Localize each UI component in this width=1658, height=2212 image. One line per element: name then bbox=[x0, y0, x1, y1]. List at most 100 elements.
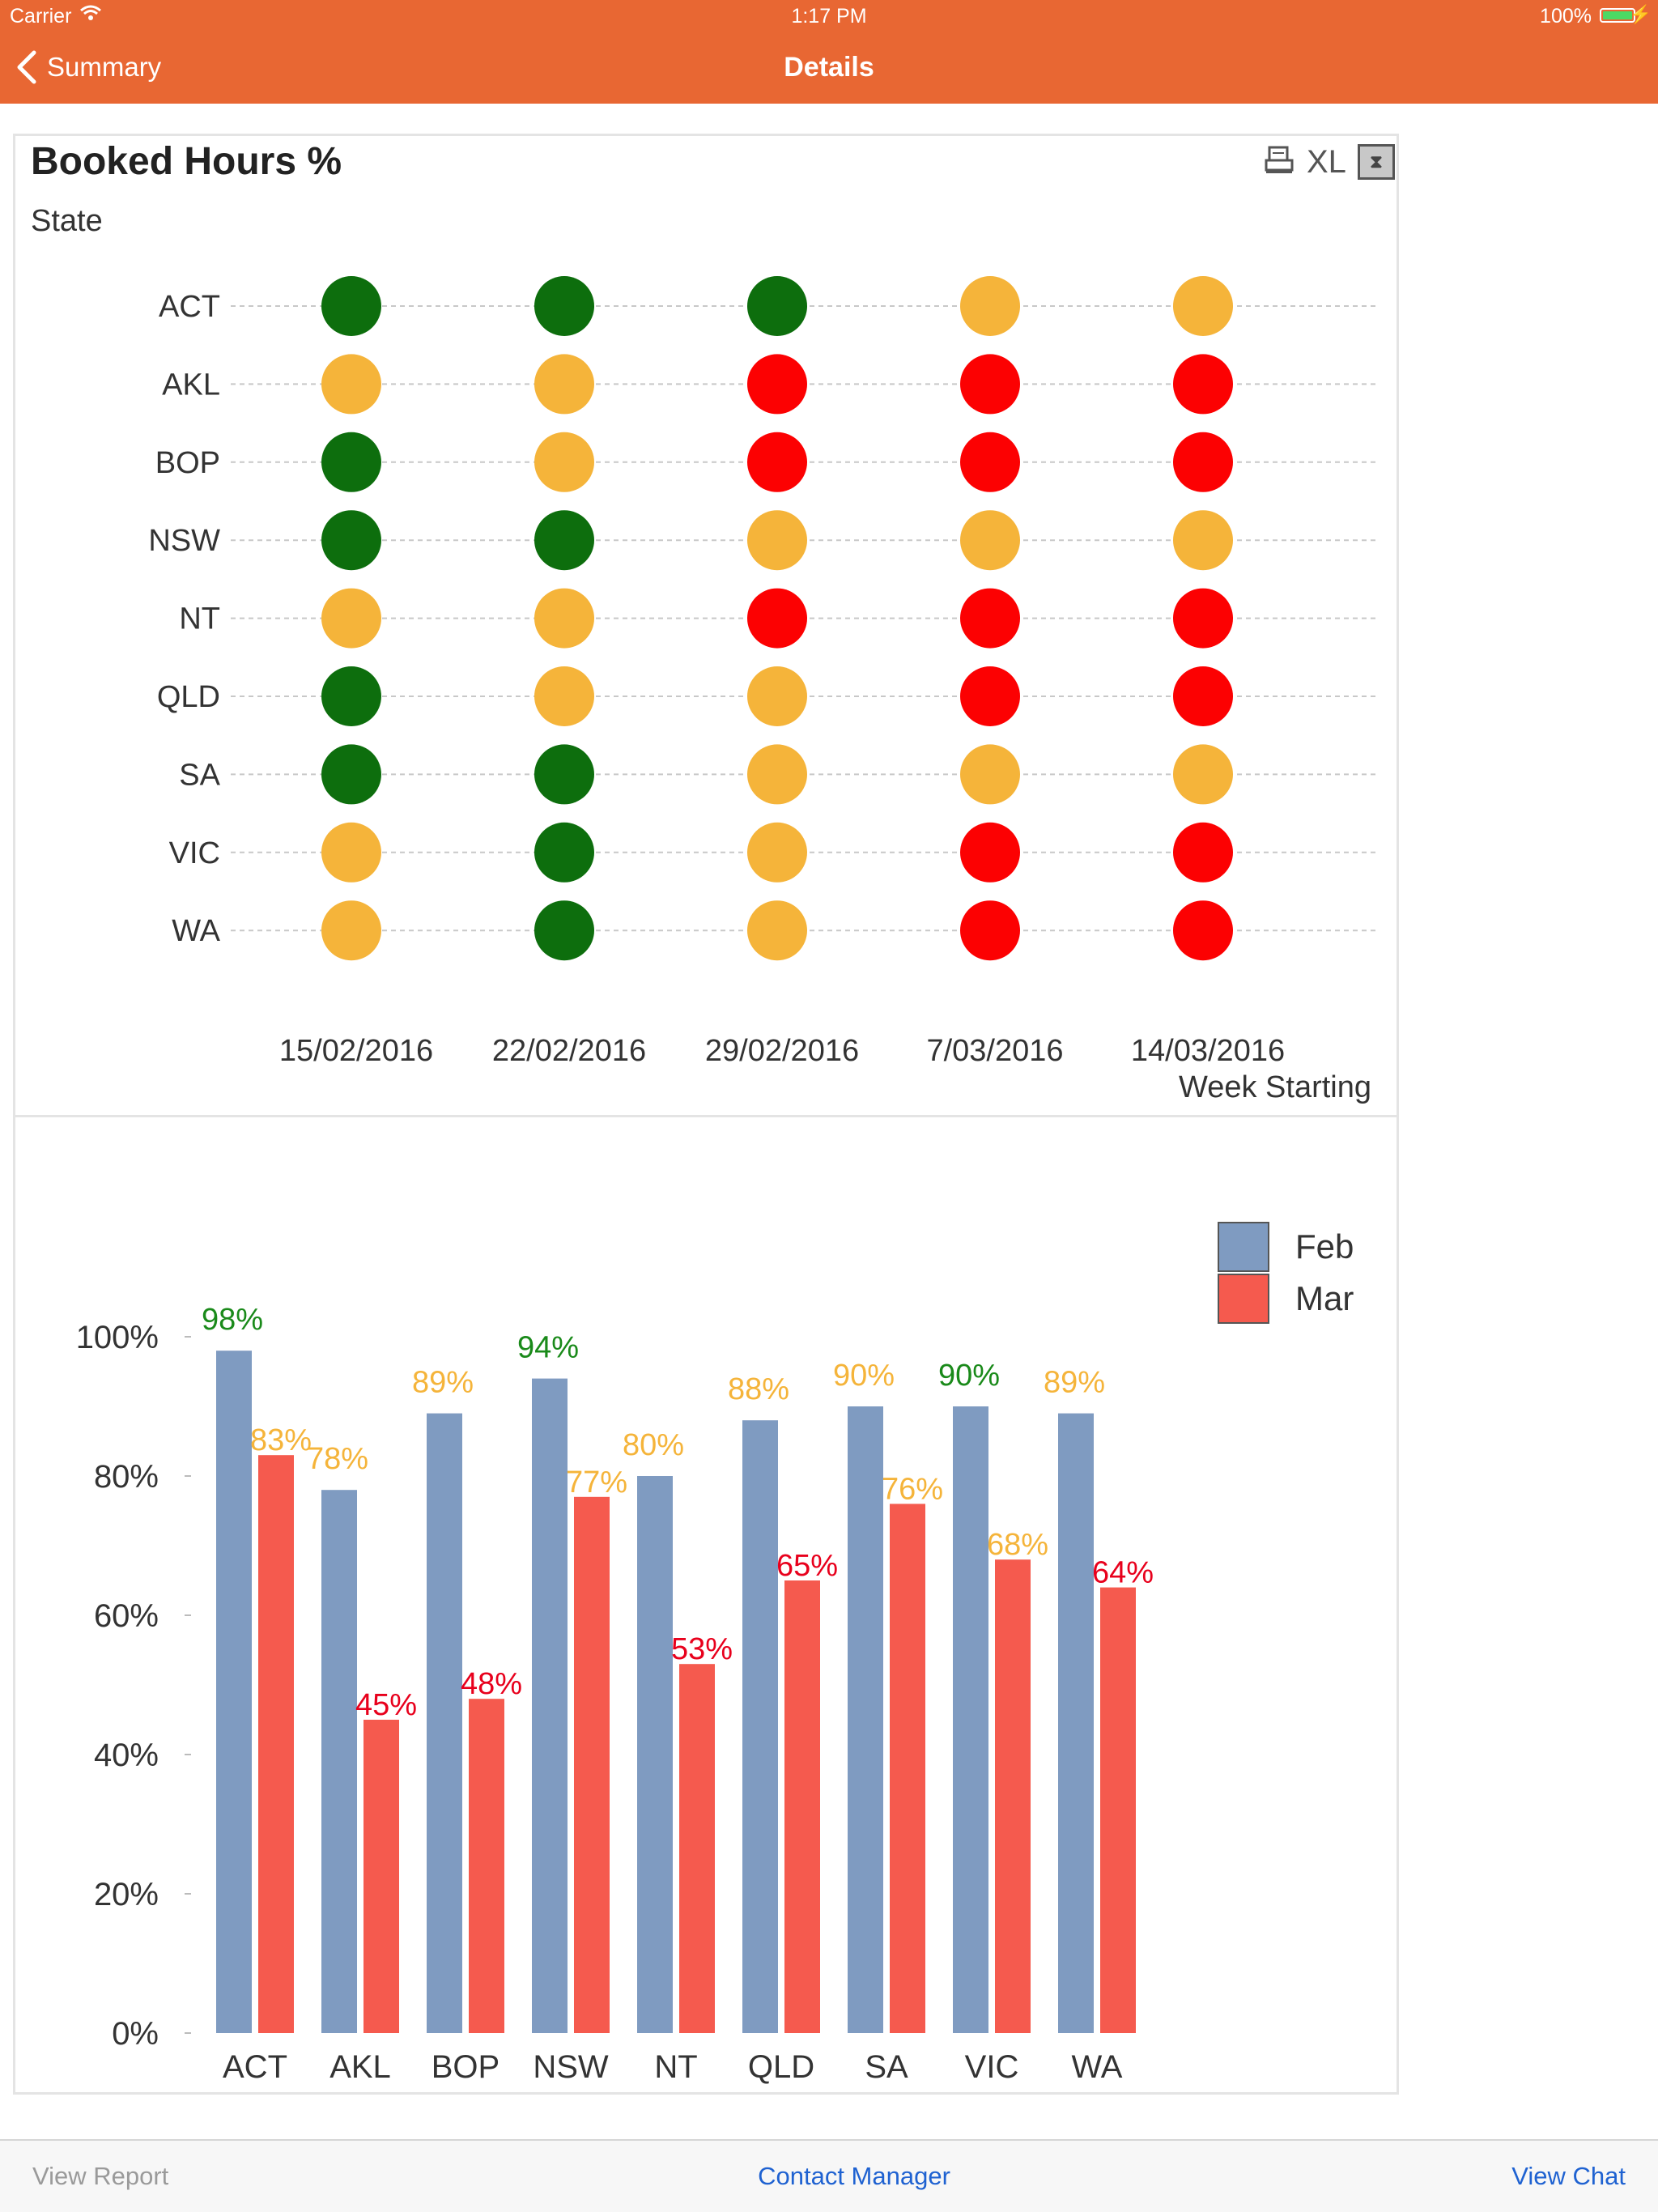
y-tick-label: 40% bbox=[94, 1738, 159, 1773]
bar-mar bbox=[258, 1455, 294, 2033]
bar-feb bbox=[848, 1406, 883, 2033]
status-dot bbox=[534, 510, 594, 571]
dot-chart: ACT AKL BOP NSW NT QLD SA VIC WA 15/02/2016 22/02/… bbox=[148, 276, 1376, 1104]
status-dot bbox=[321, 432, 381, 492]
status-dot bbox=[1173, 588, 1233, 649]
x-category-label: SA bbox=[865, 2049, 908, 2085]
legend-swatch bbox=[1218, 1274, 1269, 1324]
status-dot bbox=[534, 588, 594, 649]
status-dot bbox=[534, 432, 594, 492]
chevron-left-icon bbox=[17, 50, 36, 84]
status-dot bbox=[960, 666, 1020, 726]
excel-icon[interactable]: ⧗ bbox=[1357, 144, 1395, 180]
data-label: 88% bbox=[728, 1372, 789, 1406]
status-dot bbox=[534, 354, 594, 415]
carrier-label: Carrier bbox=[10, 5, 72, 28]
page-title: Details bbox=[784, 52, 874, 83]
back-button[interactable]: Summary bbox=[15, 47, 161, 87]
status-dot bbox=[960, 822, 1020, 883]
bar-feb bbox=[532, 1378, 568, 2033]
bar-mar bbox=[574, 1496, 610, 2033]
status-dot bbox=[534, 744, 594, 805]
status-dot bbox=[747, 276, 807, 336]
dot-chart-title: Booked Hours % bbox=[31, 140, 342, 183]
legend-swatch bbox=[1218, 1222, 1269, 1272]
bottom-toolbar: View Report Contact Manager View Chat bbox=[0, 2139, 1658, 2212]
bar-feb bbox=[427, 1413, 462, 2033]
bar-mar bbox=[363, 1720, 399, 2033]
bar-feb bbox=[742, 1420, 778, 2033]
status-dot bbox=[534, 276, 594, 336]
y-tick-label: 100% bbox=[76, 1320, 159, 1355]
status-dot bbox=[321, 744, 381, 805]
panel-divider bbox=[13, 1115, 1399, 1117]
bar-feb bbox=[1058, 1413, 1094, 2033]
status-dot bbox=[321, 666, 381, 726]
status-dot bbox=[1173, 666, 1233, 726]
x-category-label: NSW bbox=[533, 2049, 609, 2085]
chart-toolbar: XL ⧗ bbox=[1263, 139, 1406, 185]
charging-icon: ⚡ bbox=[1629, 4, 1652, 24]
status-dot bbox=[1173, 510, 1233, 571]
wifi-icon bbox=[79, 3, 102, 28]
state-label: NT bbox=[179, 602, 220, 636]
status-dot bbox=[534, 666, 594, 726]
data-label: 83% bbox=[250, 1423, 312, 1457]
view-chat-button[interactable]: View Chat bbox=[1511, 2162, 1626, 2190]
bar-feb bbox=[321, 1490, 357, 2033]
contact-manager-button[interactable]: Contact Manager bbox=[758, 2162, 950, 2190]
data-label: 53% bbox=[671, 1632, 733, 1666]
week-label: 22/02/2016 bbox=[492, 1034, 646, 1068]
status-bar: Carrier 1:17 PM 100% ⚡ bbox=[0, 0, 1658, 32]
x-category-label: QLD bbox=[748, 2049, 814, 2085]
legend-label: Mar bbox=[1295, 1279, 1354, 1317]
status-dot bbox=[747, 666, 807, 726]
data-label: 89% bbox=[1044, 1366, 1105, 1400]
x-category-label: AKL bbox=[329, 2049, 391, 2085]
y-tick-label: 20% bbox=[94, 1877, 159, 1912]
x-category-label: ACT bbox=[223, 2049, 287, 2085]
export-xl-button[interactable]: XL bbox=[1307, 143, 1346, 180]
bar-mar bbox=[679, 1664, 715, 2033]
status-dot bbox=[747, 354, 807, 415]
status-dot bbox=[321, 354, 381, 415]
bar-mar bbox=[784, 1580, 820, 2033]
data-label: 89% bbox=[412, 1366, 474, 1400]
data-label: 45% bbox=[355, 1688, 417, 1722]
status-dot bbox=[960, 432, 1020, 492]
bar-chart: 0% 20% 40% 60% 80% 100% 98% 83% ACT 78% 45% AKL 89% 4… bbox=[76, 1222, 1354, 2085]
data-label: 48% bbox=[461, 1667, 522, 1701]
print-icon[interactable] bbox=[1263, 144, 1295, 181]
view-report-button[interactable]: View Report bbox=[32, 2162, 169, 2190]
status-dot bbox=[1173, 276, 1233, 336]
status-dot bbox=[321, 822, 381, 883]
status-dot bbox=[747, 900, 807, 961]
data-label: 98% bbox=[202, 1303, 263, 1337]
bar-mar bbox=[890, 1504, 925, 2033]
status-dot bbox=[1173, 900, 1233, 961]
bar-mar bbox=[1100, 1587, 1136, 2033]
y-tick-label: 0% bbox=[112, 2016, 159, 2052]
status-dot bbox=[747, 744, 807, 805]
state-label: QLD bbox=[157, 680, 220, 714]
data-label: 64% bbox=[1092, 1556, 1154, 1590]
data-label: 90% bbox=[833, 1359, 895, 1393]
week-label: 7/03/2016 bbox=[926, 1034, 1063, 1068]
bar-mar bbox=[995, 1559, 1031, 2033]
data-label: 80% bbox=[623, 1428, 684, 1462]
week-label: 14/03/2016 bbox=[1131, 1034, 1285, 1068]
state-label: VIC bbox=[169, 836, 220, 870]
y-tick-label: 60% bbox=[94, 1598, 159, 1634]
y-tick-label: 80% bbox=[94, 1459, 159, 1495]
x-category-label: BOP bbox=[432, 2049, 500, 2085]
x-category-label: NT bbox=[654, 2049, 697, 2085]
status-dot bbox=[747, 432, 807, 492]
dot-chart-x-axis-title: Week Starting bbox=[1179, 1070, 1371, 1104]
legend-label: Feb bbox=[1295, 1227, 1354, 1266]
week-label: 15/02/2016 bbox=[279, 1034, 433, 1068]
data-label: 77% bbox=[566, 1465, 627, 1499]
data-label: 68% bbox=[987, 1528, 1048, 1562]
status-dot bbox=[1173, 432, 1233, 492]
status-dot bbox=[321, 588, 381, 649]
status-dot bbox=[321, 276, 381, 336]
